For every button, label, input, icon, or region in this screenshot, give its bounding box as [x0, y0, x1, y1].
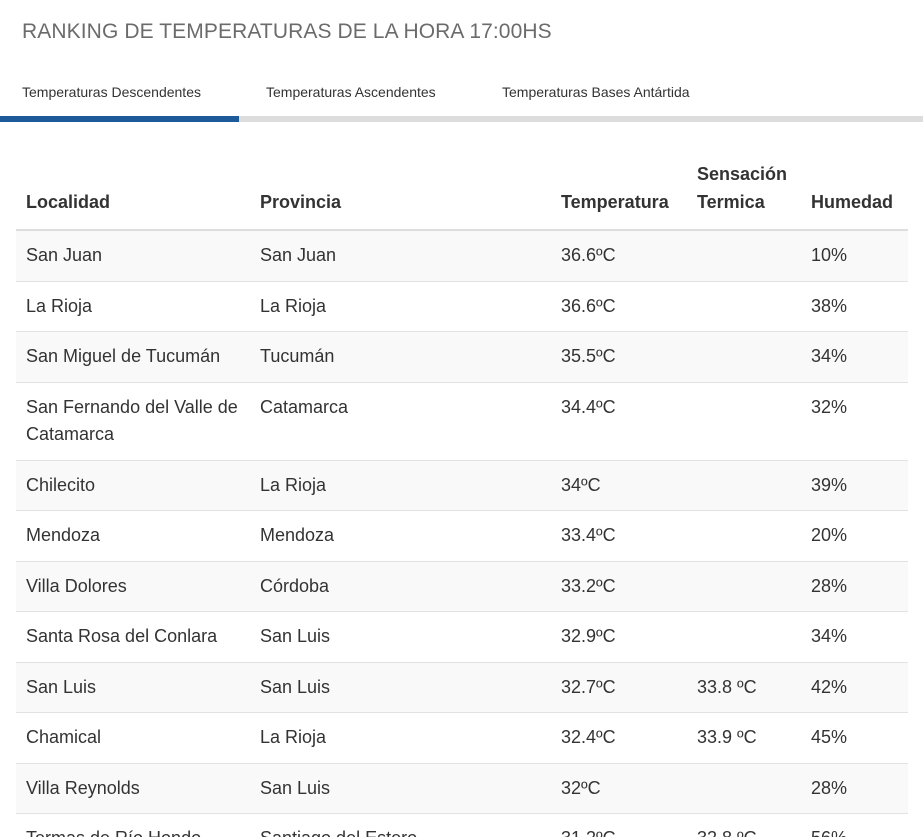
cell-humedad: 39% — [801, 459, 908, 511]
cell-sensacion — [687, 331, 801, 382]
cell-sensacion — [687, 229, 801, 281]
cell-localidad: Villa Reynolds — [16, 762, 250, 814]
cell-temperatura: 33.4ºC — [551, 510, 687, 561]
cell-humedad: 32% — [801, 381, 908, 460]
cell-humedad: 20% — [801, 510, 908, 561]
cell-localidad: La Rioja — [16, 280, 250, 332]
cell-sensacion: 33.9 ºC — [687, 712, 801, 763]
cell-temperatura: 31.2ºC — [551, 813, 687, 837]
table-row: San Juan San Juan 36.6ºC 10% — [16, 229, 908, 281]
table-row: San Miguel de Tucumán Tucumán 35.5ºC 34% — [16, 331, 908, 382]
table-row: Villa Reynolds San Luis 32ºC 28% — [16, 762, 908, 814]
tab-temperaturas-ascendentes[interactable]: Temperaturas Ascendentes — [266, 84, 436, 100]
cell-localidad: Termas de Río Hondo — [16, 813, 250, 837]
cell-provincia: San Luis — [250, 762, 551, 814]
cell-provincia: La Rioja — [250, 280, 551, 332]
cell-localidad: Santa Rosa del Conlara — [16, 611, 250, 662]
table-body: San Juan San Juan 36.6ºC 10% La Rioja La Rioj… — [16, 229, 908, 837]
cell-temperatura: 34ºC — [551, 459, 687, 511]
cell-humedad: 28% — [801, 762, 908, 814]
cell-provincia: Tucumán — [250, 331, 551, 382]
header-provincia: Provincia — [250, 160, 551, 231]
header-temperatura: Temperatura — [551, 160, 687, 231]
header-localidad: Localidad — [16, 160, 250, 231]
tab-track — [0, 116, 923, 122]
cell-sensacion — [687, 510, 801, 561]
table-row: La Rioja La Rioja 36.6ºC 38% — [16, 280, 908, 332]
cell-humedad: 38% — [801, 280, 908, 332]
cell-sensacion — [687, 560, 801, 612]
cell-sensacion — [687, 611, 801, 662]
cell-temperatura: 36.6ºC — [551, 280, 687, 332]
cell-provincia: Córdoba — [250, 560, 551, 612]
cell-humedad: 10% — [801, 229, 908, 281]
cell-humedad: 34% — [801, 331, 908, 382]
cell-provincia: Santiago del Estero — [250, 813, 551, 837]
cell-temperatura: 36.6ºC — [551, 229, 687, 281]
cell-sensacion — [687, 762, 801, 814]
table-row: Termas de Río HondoSantiago del Estero31… — [16, 813, 908, 837]
cell-sensacion: 33.8 ºC — [687, 661, 801, 713]
cell-humedad: 34% — [801, 611, 908, 662]
cell-localidad: Chilecito — [16, 459, 250, 511]
table-row: Villa Dolores Córdoba 33.2ºC 28% — [16, 560, 908, 612]
cell-localidad: Chamical — [16, 712, 250, 763]
table-row: San Fernando del Valle de Catamarca Catam… — [16, 381, 908, 460]
table-row: Mendoza Mendoza 33.4ºC 20% — [16, 510, 908, 561]
cell-provincia: La Rioja — [250, 459, 551, 511]
cell-temperatura: 32ºC — [551, 762, 687, 814]
cell-localidad: San Juan — [16, 229, 250, 281]
cell-localidad: Mendoza — [16, 510, 250, 561]
table-row: Chamical La Rioja 32.4ºC 33.9 ºC 45% — [16, 712, 908, 763]
cell-localidad: San Miguel de Tucumán — [16, 331, 250, 382]
tab-temperaturas-bases-antartida[interactable]: Temperaturas Bases Antártida — [502, 84, 690, 100]
header-humedad: Humedad — [801, 160, 908, 231]
cell-humedad: 28% — [801, 560, 908, 612]
tab-bar: Temperaturas Descendentes Temperaturas A… — [0, 78, 923, 124]
cell-provincia: San Juan — [250, 229, 551, 281]
cell-localidad: San Fernando del Valle de Catamarca — [16, 381, 250, 460]
cell-sensacion — [687, 280, 801, 332]
cell-provincia: Mendoza — [250, 510, 551, 561]
cell-provincia: Catamarca — [250, 381, 551, 460]
cell-provincia: San Luis — [250, 661, 551, 713]
cell-localidad: San Luis — [16, 661, 250, 713]
cell-humedad: 45% — [801, 712, 908, 763]
page-title: RANKING DE TEMPERATURAS DE LA HORA 17:00… — [22, 20, 552, 43]
cell-humedad: 56% — [801, 813, 908, 837]
cell-humedad: 42% — [801, 661, 908, 713]
cell-temperatura: 33.2ºC — [551, 560, 687, 612]
table-row: San Luis San Luis 32.7ºC 33.8 ºC 42% — [16, 661, 908, 713]
temperature-table-container: Localidad Provincia Temperatura Sensació… — [16, 160, 908, 837]
cell-sensacion — [687, 459, 801, 511]
cell-temperatura: 32.9ºC — [551, 611, 687, 662]
cell-localidad: Villa Dolores — [16, 560, 250, 612]
table-row: Chilecito La Rioja 34ºC 39% — [16, 459, 908, 511]
table-header-row: Localidad Provincia Temperatura Sensació… — [16, 160, 908, 231]
cell-sensacion: 32.8 ºC — [687, 813, 801, 837]
cell-provincia: La Rioja — [250, 712, 551, 763]
active-tab-indicator — [0, 116, 239, 122]
temperature-ranking-table: Localidad Provincia Temperatura Sensació… — [16, 160, 908, 837]
cell-temperatura: 34.4ºC — [551, 381, 687, 460]
cell-temperatura: 32.7ºC — [551, 661, 687, 713]
tab-temperaturas-descendentes[interactable]: Temperaturas Descendentes — [22, 84, 201, 100]
cell-provincia: San Luis — [250, 611, 551, 662]
header-sensacion-termica: Sensación Termica — [687, 160, 801, 231]
cell-temperatura: 32.4ºC — [551, 712, 687, 763]
cell-sensacion — [687, 381, 801, 460]
table-row: Santa Rosa del Conlara San Luis 32.9ºC 34% — [16, 611, 908, 662]
cell-temperatura: 35.5ºC — [551, 331, 687, 382]
